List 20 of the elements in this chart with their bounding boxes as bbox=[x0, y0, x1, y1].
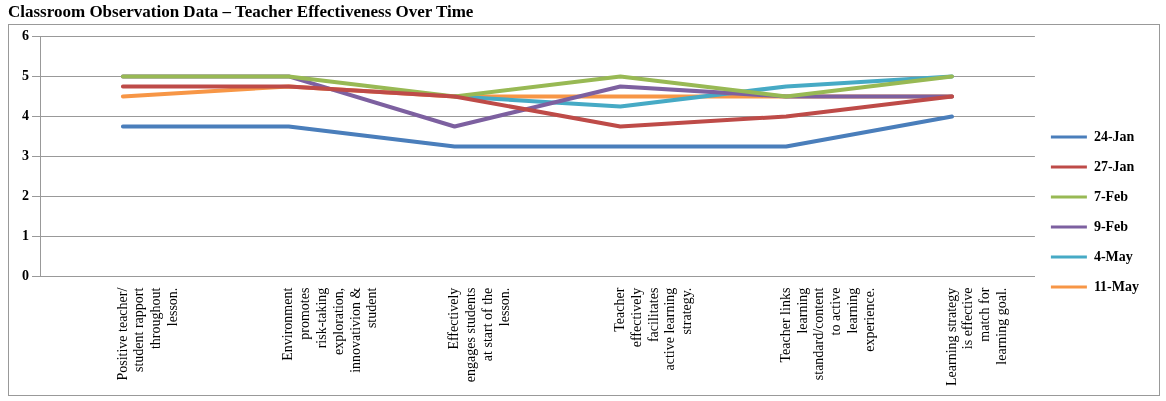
x-tick-label: Environment promotes risk-taking exploration, innovativion & student bbox=[280, 287, 380, 373]
chart-title: Classroom Observation Data – Teacher Effectiveness Over Time bbox=[8, 2, 474, 22]
x-tick-label: Positive teacher/ student rapport throughout lesson. bbox=[114, 287, 180, 381]
y-tick-label: 2 bbox=[22, 188, 29, 204]
x-tick-label: Teacher links learning standard/content to active learning experience. bbox=[777, 287, 877, 381]
legend-label: 7-Feb bbox=[1093, 188, 1129, 204]
y-tick-label: 1 bbox=[22, 228, 29, 244]
y-tick-label: 5 bbox=[22, 68, 29, 84]
legend-label: 24-Jan bbox=[1093, 128, 1135, 144]
x-tick-label: Effectively engages students at start of the lesson. bbox=[446, 287, 512, 383]
x-tick-label: Teacher effectively facilitates active learning strategy. bbox=[612, 287, 695, 371]
y-tick-label: 4 bbox=[22, 108, 29, 124]
y-tick-label: 3 bbox=[22, 148, 29, 164]
legend-label: 4-May bbox=[1093, 248, 1133, 264]
legend-label: 27-Jan bbox=[1093, 158, 1135, 174]
legend-label: 11-May bbox=[1093, 278, 1140, 294]
x-tick-label: Learning strategy is effective match for learning goal. bbox=[943, 287, 1010, 387]
y-tick-label: 6 bbox=[22, 28, 29, 44]
y-tick-label: 0 bbox=[22, 268, 29, 284]
legend-label: 9-Feb bbox=[1093, 218, 1129, 234]
